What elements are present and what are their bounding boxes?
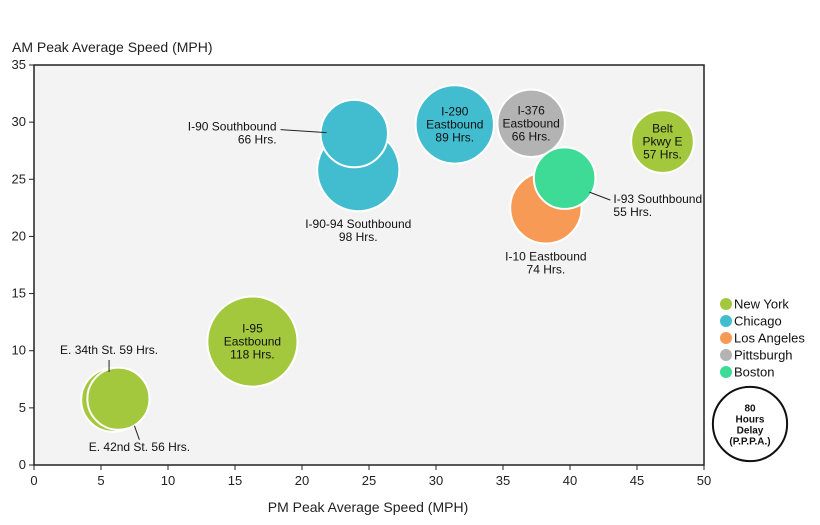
size-key-label: Delay: [737, 426, 764, 437]
x-tick-label: 15: [228, 473, 242, 488]
bubble-label-i-10-eastbound: I-10 Eastbound: [505, 250, 586, 264]
bubble-i-90-southbound: [319, 98, 389, 169]
x-tick-label: 30: [429, 473, 443, 488]
y-tick-label: 25: [12, 171, 26, 186]
y-tick-label: 30: [12, 114, 26, 129]
label-leader-line: [589, 191, 611, 201]
label-leader-line: [133, 425, 140, 440]
y-tick-label: 5: [19, 400, 26, 415]
bubble-label-i-95: 118 Hrs.: [230, 348, 274, 362]
bubble-label-i-90-94-southbound: I-90-94 Southbound: [305, 217, 411, 231]
legend-swatch-los-angeles: [720, 332, 732, 344]
size-key-label: (P.P.P.A.): [729, 437, 770, 448]
bubble-label-belt: Belt: [652, 122, 673, 136]
bubble-label-i-93-southbound: I-93 Southbound: [613, 192, 702, 206]
legend-swatch-chicago: [720, 315, 732, 327]
bubble-label-belt: 57 Hrs.: [643, 148, 682, 162]
legend-item-boston: Boston: [734, 365, 774, 380]
size-key-circle: [711, 385, 789, 463]
bubble-label-i-290: I-290: [441, 104, 469, 118]
bubble-label-i-95: Eastbound: [224, 335, 281, 349]
x-tick-label: 45: [630, 473, 644, 488]
bubble-label-i-90-southbound: 66 Hrs.: [238, 133, 277, 147]
bubble-i-95: [206, 295, 299, 388]
legend-item-new-york: New York: [734, 297, 789, 312]
y-tick-label: 15: [12, 286, 26, 301]
x-tick-label: 50: [697, 473, 711, 488]
bubble-i-93-southbound: [532, 146, 597, 210]
y-tick-label: 20: [12, 228, 26, 243]
x-tick-label: 40: [563, 473, 577, 488]
legend-item-pittsburgh: Pittsburgh: [734, 348, 793, 363]
bubble-e-42nd-st-56-hrs: [86, 366, 151, 431]
y-axis-title: AM Peak Average Speed (MPH): [12, 39, 213, 55]
bubble-label-e-34th-st-59-hrs: E. 34th St. 59 Hrs.: [60, 343, 158, 357]
x-tick-label: 20: [295, 473, 309, 488]
bubble-label-i-10-eastbound: 74 Hrs.: [527, 263, 566, 277]
bubble-label-i-95: I-95: [242, 322, 263, 336]
legend-item-chicago: Chicago: [734, 314, 782, 329]
bubble-label-i-90-southbound: I-90 Southbound: [188, 120, 277, 134]
x-axis-title: PM Peak Average Speed (MPH): [268, 499, 469, 515]
bubbles: [80, 84, 695, 433]
bubble-label-i-290: 89 Hrs.: [435, 130, 474, 144]
bubble-i-290: [414, 84, 495, 165]
x-tick-label: 10: [161, 473, 175, 488]
legend-swatch-boston: [720, 366, 732, 378]
bubble-label-i-90-94-southbound: 98 Hrs.: [339, 230, 378, 244]
size-key-label: 80: [744, 404, 756, 415]
x-tick-label: 25: [362, 473, 376, 488]
x-tick-label: 5: [97, 473, 104, 488]
bubble-label-i-376: Eastbound: [502, 116, 559, 130]
legend-swatch-pittsburgh: [720, 349, 732, 361]
bubble-label-i-93-southbound: 55 Hrs.: [613, 205, 652, 219]
label-leader-line: [280, 129, 327, 134]
legend-swatch-new-york: [720, 298, 732, 310]
legend-item-los-angeles: Los Angeles: [734, 331, 805, 346]
y-tick-label: 0: [19, 457, 26, 472]
bubble-belt: [630, 109, 695, 174]
axes: 0 5 10 15 20 25 30 35 40 45 50 0 5 10 15 20 25 30 35: [12, 57, 712, 488]
bubble-label-i-376: I-376: [517, 103, 545, 117]
y-tick-label: 10: [12, 343, 26, 358]
bubble-label-i-290: Eastbound: [426, 117, 483, 131]
size-key-label: Hours: [736, 415, 765, 426]
x-tick-label: 35: [496, 473, 510, 488]
bubble-label-belt: Pkwy E: [642, 135, 682, 149]
bubble-i-376: [496, 88, 566, 159]
x-tick-label: 0: [30, 473, 37, 488]
bubble-label-e-42nd-st-56-hrs: E. 42nd St. 56 Hrs.: [89, 440, 190, 454]
y-tick-label: 35: [12, 57, 26, 72]
legend: New York Chicago Los Angeles Pittsburgh Bost…: [711, 297, 805, 463]
bubble-label-i-376: 66 Hrs.: [512, 129, 551, 143]
